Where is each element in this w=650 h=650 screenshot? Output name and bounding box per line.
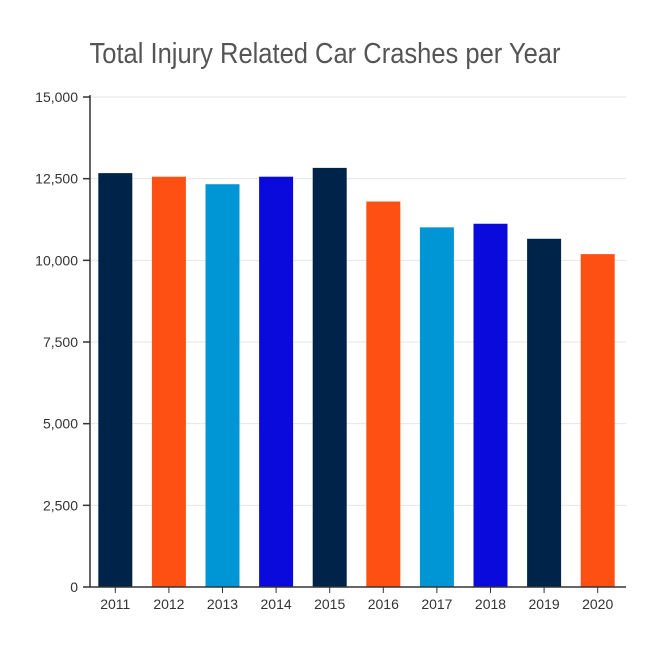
y-tick-label: 0	[70, 579, 78, 595]
y-tick-label: 15,000	[35, 89, 78, 105]
bar-2017	[419, 227, 454, 587]
chart-title: Total Injury Related Car Crashes per Yea…	[89, 38, 561, 70]
y-tick-label: 7,500	[43, 334, 78, 350]
bar-2016	[366, 201, 401, 588]
x-tick-label: 2015	[314, 596, 345, 612]
bar-2020	[580, 254, 615, 588]
y-tick-label: 5,000	[43, 416, 78, 432]
x-tick-label: 2018	[475, 596, 506, 612]
x-tick-label: 2020	[582, 596, 613, 612]
bar-2011	[98, 173, 133, 587]
bar-2018	[473, 223, 508, 587]
x-tick-label: 2017	[421, 596, 452, 612]
x-tick-label: 2012	[153, 596, 184, 612]
x-tick-label: 2016	[368, 596, 399, 612]
y-tick-label: 2,500	[43, 497, 78, 513]
x-tick-label: 2013	[207, 596, 238, 612]
x-tick-label: 2019	[529, 596, 560, 612]
x-tick-label: 2014	[261, 596, 292, 612]
bar-2015	[312, 167, 347, 588]
bar-2014	[259, 176, 294, 587]
bar-2013	[205, 184, 240, 587]
y-tick-label: 10,000	[35, 252, 78, 268]
bar-2012	[151, 176, 186, 587]
x-tick-label: 2011	[100, 596, 130, 612]
bar-2019	[527, 238, 562, 588]
y-tick-label: 12,500	[35, 171, 78, 187]
